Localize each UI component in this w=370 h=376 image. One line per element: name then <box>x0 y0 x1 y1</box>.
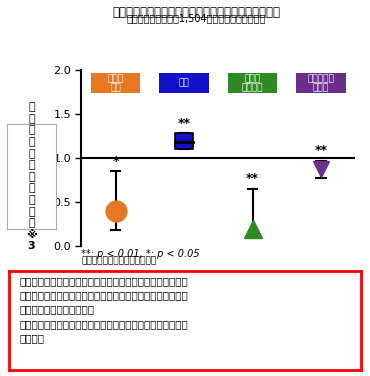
Bar <box>228 73 277 93</box>
Text: 年齢: 年齢 <box>179 79 189 88</box>
Text: （地域在住の高齢者1,504名を対象とした解析）: （地域在住の高齢者1,504名を対象とした解析） <box>127 13 266 23</box>
Text: **: p < 0.01, *: p < 0.05: **: p < 0.01, *: p < 0.05 <box>81 249 200 259</box>
Text: チーズ
摂取: チーズ 摂取 <box>108 74 124 92</box>
Text: *: * <box>112 155 119 168</box>
Text: 通常の
歩行速度: 通常の 歩行速度 <box>242 74 263 92</box>
Bar <box>159 73 209 93</box>
Bar <box>175 133 193 149</box>
Text: チーズを摂取すること、通常歩行速度が速いこと、ふくらは
ぎの周囲径が大きいことは認知機能低下の起こりにくさと関
連することを示している。
逆に年齢は高齢になるほ: チーズを摂取すること、通常歩行速度が速いこと、ふくらは ぎの周囲径が大きいことは… <box>20 276 189 343</box>
Text: （いずれも統計的有意差あり）: （いずれも統計的有意差あり） <box>81 256 157 265</box>
Text: **: ** <box>178 117 191 130</box>
Text: **: ** <box>246 172 259 185</box>
Text: 地域在住高齢者における認知機能低下と関連する因子: 地域在住高齢者における認知機能低下と関連する因子 <box>112 6 280 19</box>
Text: ふくらはぎ
周囲径: ふくらはぎ 周囲径 <box>307 74 334 92</box>
Bar <box>91 73 140 93</box>
Text: 認
知
機
能
低
下
の
オ
ッ
ズ
比
※
3: 認 知 機 能 低 下 の オ ッ ズ 比 ※ 3 <box>26 102 37 251</box>
Text: **: ** <box>314 144 327 157</box>
Bar <box>296 73 346 93</box>
